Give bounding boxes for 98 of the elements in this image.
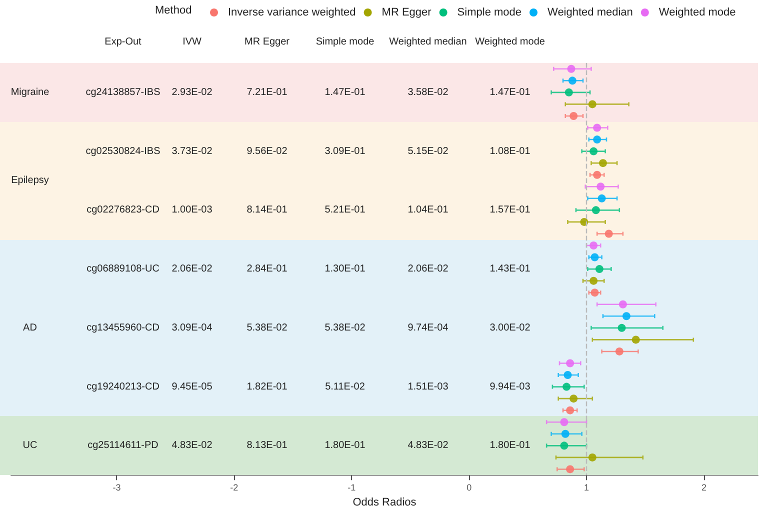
- annotation: 3.09E-04: [172, 322, 213, 334]
- point: [566, 359, 574, 368]
- annotation: 2.06E-02: [172, 264, 213, 275]
- annotation: 1.47E-01: [490, 86, 531, 98]
- x-tick-label: 2: [701, 482, 706, 493]
- annotation: 2.06E-02: [408, 264, 449, 275]
- annotation: 3.00E-02: [490, 322, 531, 334]
- annotation: AD: [23, 322, 37, 334]
- point: [568, 76, 576, 85]
- legend-label: Weighted mode: [658, 6, 736, 18]
- point: [564, 88, 573, 96]
- annotation: 1.82E-01: [246, 381, 288, 392]
- point: [570, 112, 578, 120]
- point: [596, 182, 605, 191]
- annotation: 4.83E-02: [408, 440, 449, 452]
- text: Weighted median: [389, 36, 467, 48]
- annotation: 9.56E-02: [246, 146, 288, 157]
- legend-label: Simple mode: [457, 6, 522, 18]
- point: [592, 206, 600, 214]
- point: [566, 465, 574, 474]
- annotation: 5.38E-02: [324, 322, 366, 334]
- annotation: 5.11E-02: [325, 381, 366, 392]
- annotation: cg25114611-PD: [88, 440, 158, 452]
- annotation: 3.58E-02: [408, 86, 449, 98]
- annotation: 5.38E-02: [246, 322, 288, 334]
- point: [590, 276, 598, 285]
- point: [604, 230, 613, 238]
- x-tick-label: 1: [584, 482, 590, 493]
- point: [566, 406, 574, 414]
- annotation: 1.04E-01: [408, 204, 449, 216]
- annotation: 1.80E-01: [490, 440, 531, 452]
- annotation: 8.14E-01: [246, 204, 288, 216]
- point: [588, 453, 596, 462]
- annotation: 3.09E-01: [324, 146, 366, 157]
- annotation: 5.15E-02: [408, 146, 449, 157]
- annotation: 1.57E-01: [490, 204, 531, 216]
- x-tick-label: -3: [112, 482, 121, 493]
- point: [593, 124, 602, 132]
- annotation: cg02530824-IBS: [86, 146, 161, 157]
- annotation: 1.51E-03: [408, 381, 449, 392]
- legend-label: Inverse variance weighted: [228, 6, 356, 18]
- point: [560, 418, 568, 426]
- annotation: cg13455960-CD: [86, 322, 160, 334]
- point: [590, 242, 598, 250]
- annotation: cg02276823-CD: [86, 204, 160, 216]
- annotation: 1.30E-01: [324, 264, 366, 275]
- text: Exp-Out: [104, 36, 142, 48]
- annotation: 1.80E-01: [324, 440, 366, 452]
- point: [593, 136, 602, 144]
- point: [590, 147, 598, 156]
- point: [615, 347, 624, 356]
- text: IVW: [182, 36, 202, 48]
- annotation: 5.21E-01: [324, 204, 366, 216]
- annotation: 1.08E-01: [490, 146, 531, 157]
- annotation: 8.13E-01: [246, 440, 288, 452]
- annotation: cg19240213-CD: [86, 381, 160, 392]
- annotation: UC: [22, 440, 38, 452]
- point: [560, 442, 568, 450]
- point: [632, 336, 640, 344]
- legend-label: Weighted median: [548, 6, 633, 18]
- point: [593, 170, 602, 179]
- annotation: 9.94E-03: [490, 381, 531, 392]
- point: [598, 194, 606, 202]
- text: MR Egger: [244, 36, 290, 48]
- annotation: cg24138857-IBS: [86, 86, 161, 98]
- annotation: 2.84E-01: [246, 264, 288, 275]
- point: [570, 394, 578, 403]
- x-axis-title: Odds Radios: [352, 496, 417, 508]
- point: [580, 218, 588, 226]
- legend-title: Method: [155, 4, 192, 16]
- annotation: cg06889108-UC: [86, 264, 160, 275]
- annotation: 1.00E-03: [172, 204, 213, 216]
- annotation: 3.73E-02: [172, 146, 213, 157]
- legend-label: MR Egger: [382, 6, 432, 18]
- annotation: 9.45E-05: [172, 381, 213, 392]
- annotation: Migraine: [10, 86, 50, 98]
- annotation: 1.47E-01: [324, 86, 366, 98]
- x-tick-label: 0: [466, 482, 472, 493]
- annotation: Epilepsy: [11, 175, 49, 186]
- annotation: 4.83E-02: [172, 440, 213, 452]
- text: Simple mode: [316, 36, 375, 48]
- x-tick-label: -1: [348, 482, 356, 493]
- text: Weighted mode: [475, 36, 546, 48]
- point: [622, 312, 630, 320]
- annotation: 2.93E-02: [172, 86, 213, 98]
- annotation: 7.21E-01: [246, 86, 288, 98]
- point: [618, 324, 626, 332]
- point: [561, 430, 570, 438]
- point: [562, 382, 571, 391]
- point: [618, 300, 627, 308]
- x-tick-label: -2: [230, 482, 238, 493]
- point: [598, 159, 607, 168]
- annotation: 1.43E-01: [490, 264, 531, 275]
- point: [588, 100, 596, 108]
- annotation: 9.74E-04: [408, 322, 449, 334]
- point: [567, 64, 576, 73]
- point: [595, 265, 604, 274]
- point: [564, 371, 572, 380]
